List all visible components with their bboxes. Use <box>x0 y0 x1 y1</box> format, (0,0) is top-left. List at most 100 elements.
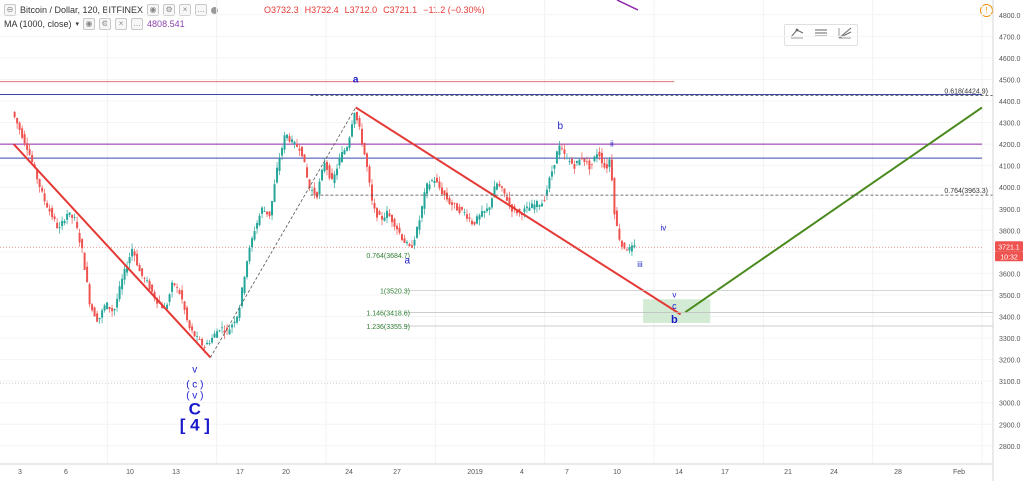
candle-body <box>301 146 304 157</box>
candle-body <box>400 234 403 241</box>
candle-body <box>395 225 398 230</box>
wave-label: a <box>404 256 410 267</box>
candle-body <box>296 143 299 147</box>
candle-body <box>555 151 558 164</box>
candle-body <box>356 111 359 121</box>
candle-body <box>558 145 561 156</box>
candle-body <box>66 214 69 220</box>
candle-body <box>346 147 349 151</box>
ma-label[interactable]: MA (1000, close) <box>4 19 72 29</box>
indicator-row: MA (1000, close) ▾ ◉ ⚙ × … 4808.541 <box>4 18 185 30</box>
candle-body <box>168 294 171 302</box>
candle-body <box>366 153 369 167</box>
candle-body <box>183 301 186 310</box>
change-value: −11.2 (−0.30%) <box>423 5 485 15</box>
candle-body <box>440 187 443 194</box>
candle-body <box>118 286 121 300</box>
ma-close-icon[interactable]: × <box>115 18 128 30</box>
close-icon[interactable]: × <box>179 4 192 16</box>
dashed-wave-line <box>210 107 357 358</box>
candle-body <box>231 324 234 328</box>
candle-body <box>505 196 508 201</box>
candle-body <box>463 211 466 213</box>
candle-body <box>348 137 351 148</box>
ma-settings-icon[interactable]: ⚙ <box>99 18 112 30</box>
candle-body <box>331 173 334 179</box>
candle-body <box>221 327 224 329</box>
fib-level-label: 1(3520.3) <box>380 289 410 296</box>
candle-body <box>590 163 593 165</box>
candle-body <box>358 118 361 127</box>
wave-label: [ 4 ] <box>180 416 210 435</box>
ma-more-icon[interactable]: … <box>131 18 144 30</box>
candle-body <box>465 214 468 219</box>
candle-body <box>455 203 458 211</box>
x-tick-label: 10 <box>126 469 134 476</box>
trend-tool-icon[interactable] <box>789 26 805 44</box>
candle-body <box>46 202 49 208</box>
candle-body <box>81 239 84 249</box>
candle-body <box>148 280 151 290</box>
candle-body <box>381 215 384 220</box>
y-tick-label: 3500.0 <box>999 293 1021 300</box>
wave-label: a <box>353 75 359 86</box>
candle-body <box>188 320 191 329</box>
candle-body <box>326 162 329 170</box>
candle-body <box>468 217 471 219</box>
candle-body <box>58 227 61 228</box>
x-tick-label: 28 <box>894 469 902 476</box>
settings-icon[interactable]: ⚙ <box>163 4 176 16</box>
candle-body <box>588 160 591 170</box>
y-tick-label: 2900.0 <box>999 422 1021 429</box>
candle-body <box>405 242 408 244</box>
symbol-label[interactable]: Bitcoin / Dollar, 120, BITFINEX <box>20 5 144 15</box>
candle-body <box>458 206 461 214</box>
candle-body <box>553 164 556 169</box>
candle-body <box>93 307 96 317</box>
high-value: H3732.4 <box>304 5 339 15</box>
candle-body <box>241 287 244 307</box>
partial-drawing-line <box>616 0 639 11</box>
trend-line <box>12 143 212 359</box>
candle-body <box>43 193 46 202</box>
candle-body <box>196 336 199 337</box>
ma-dropdown-icon[interactable]: ▾ <box>75 21 80 28</box>
y-tick-label: 4000.0 <box>999 185 1021 192</box>
candle-body <box>595 154 598 159</box>
x-tick-label: 3 <box>18 469 22 476</box>
wave-label: iii <box>637 260 643 269</box>
ma-eye-icon[interactable]: ◉ <box>83 18 96 30</box>
candle-body <box>600 152 603 164</box>
candle-body <box>213 333 216 338</box>
fib-level-label: 0.764(3963.3) <box>944 188 988 195</box>
eye-icon[interactable]: ◉ <box>147 4 160 16</box>
candle-body <box>111 308 114 312</box>
y-tick-label: 4300.0 <box>999 121 1021 128</box>
candle-body <box>238 307 241 318</box>
current-price-label: 3721.1 <box>998 244 1020 251</box>
candle-body <box>425 183 428 194</box>
candle-body <box>530 203 533 208</box>
candle-body <box>498 183 501 187</box>
candle-body <box>291 139 294 143</box>
y-tick-label: 3200.0 <box>999 358 1021 365</box>
collapse-icon[interactable]: ⊖ <box>4 4 16 16</box>
candle-body <box>101 310 104 318</box>
candle-body <box>351 124 354 137</box>
more-icon[interactable]: … <box>195 4 208 16</box>
candle-body <box>138 264 141 272</box>
candle-body <box>306 167 309 178</box>
wave-label: b <box>671 314 678 326</box>
candle-body <box>560 148 563 150</box>
y-tick-label: 3900.0 <box>999 207 1021 214</box>
y-tick-label: 3400.0 <box>999 315 1021 322</box>
candle-body <box>535 201 538 207</box>
candle-body <box>413 239 416 246</box>
candle-body <box>248 247 251 262</box>
open-value: O3732.3 <box>264 5 299 15</box>
candle-body <box>143 278 146 279</box>
candle-body <box>281 148 284 156</box>
ma-value: 4808.541 <box>147 19 185 29</box>
